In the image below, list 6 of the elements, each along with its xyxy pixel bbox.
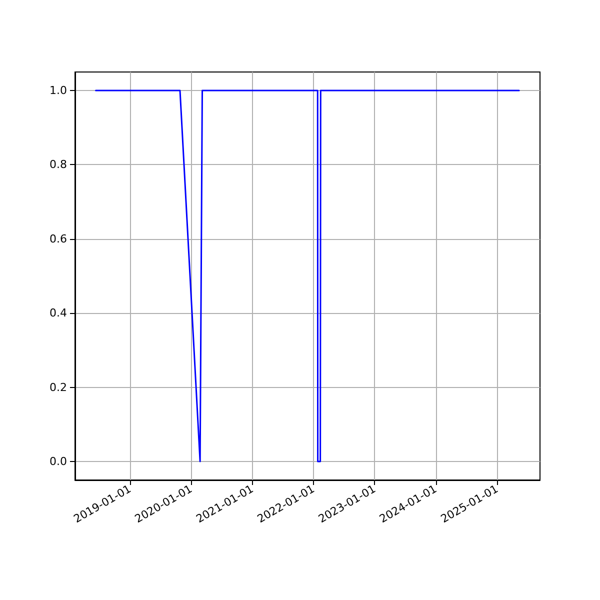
y-tick-label: 0.6 xyxy=(50,232,67,246)
y-tick-label: 0.2 xyxy=(50,380,67,394)
y-tick-label: 0.8 xyxy=(50,158,67,172)
y-tick-label: 0.0 xyxy=(50,454,67,468)
y-tick-label: 1.0 xyxy=(50,84,67,98)
y-tick-label: 0.4 xyxy=(50,306,67,320)
